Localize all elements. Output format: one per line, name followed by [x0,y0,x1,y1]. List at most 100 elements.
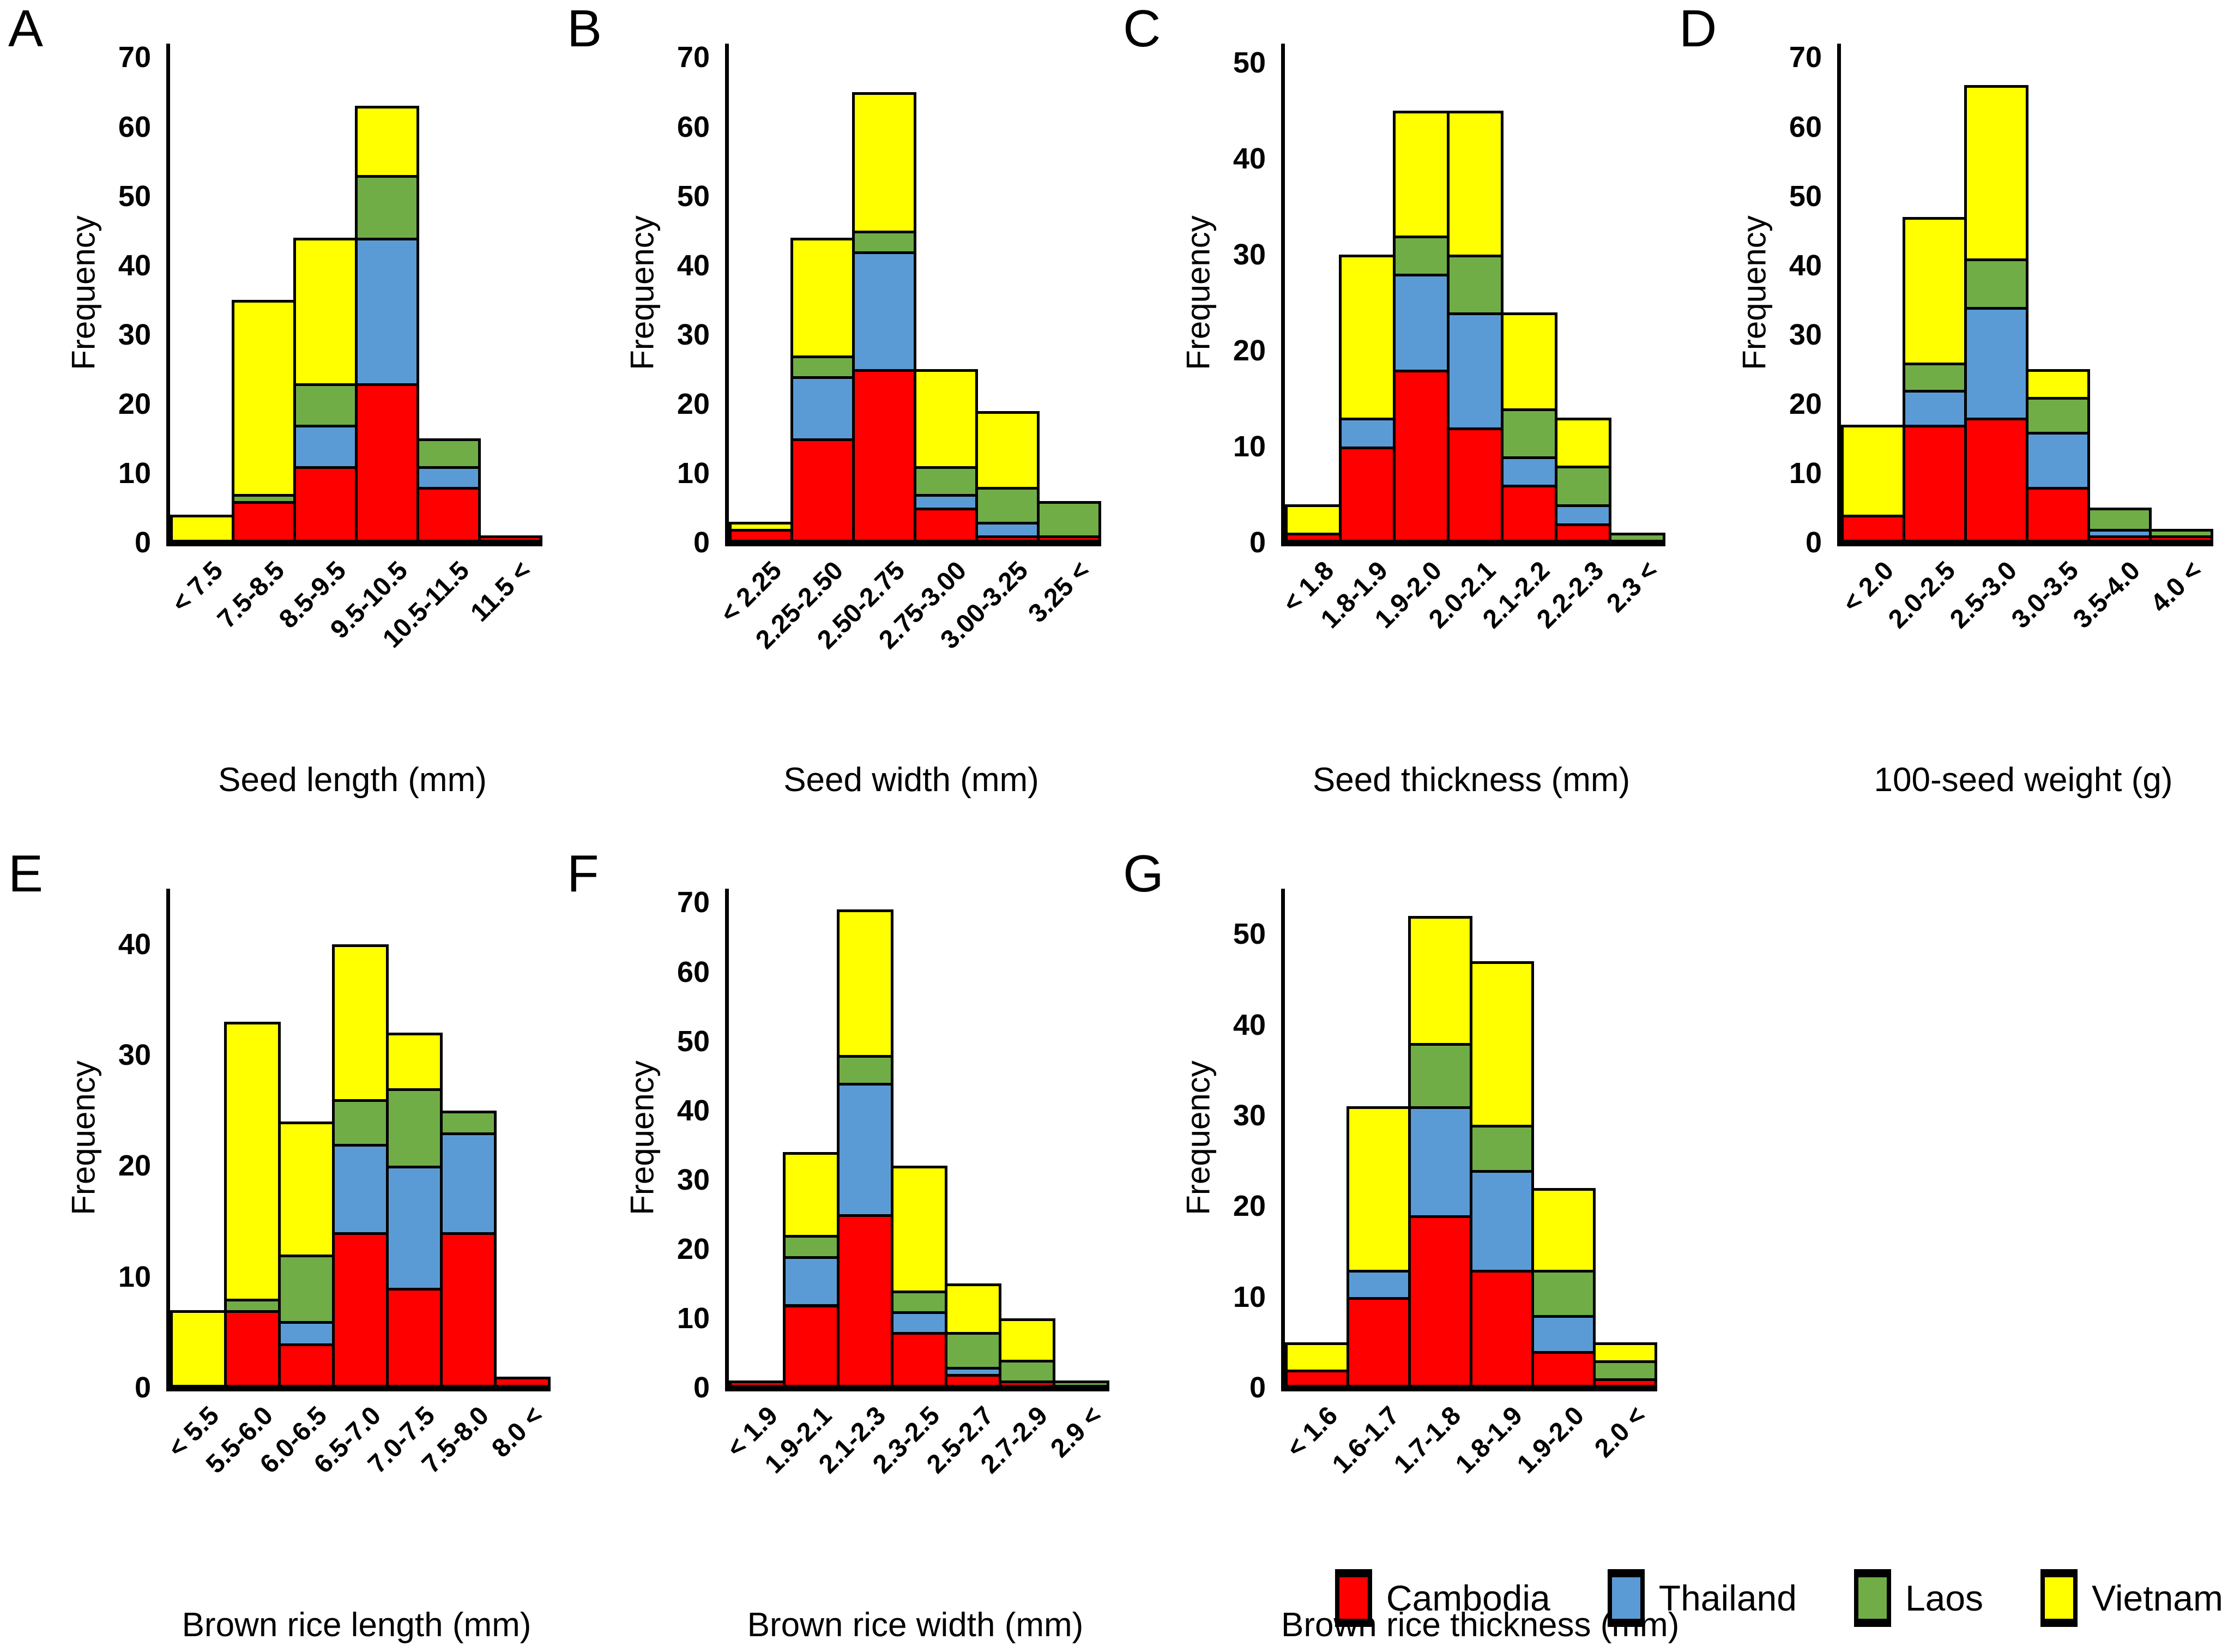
y-tick-label: 10 [1789,456,1822,490]
panel-d: D Frequency 0 10 20 30 40 50 60 70 < 2.0 2.0-2.5 2… [1679,0,2232,807]
bar-segment-cambodia [278,1343,335,1388]
bar-segment-cambodia [1501,485,1557,542]
bar-segment-thailand [2026,431,2090,490]
y-tick-label: 10 [1233,430,1266,463]
legend-item-cambodia: Cambodia [1335,1569,1550,1627]
bar-segment-thailand [278,1321,335,1346]
bar-segment-vietnam [975,411,1040,490]
plot-area: 0 10 20 30 40 50 60 70 < 1.9 1.9-2.1 2.1-2.3 2.3-2.… [677,886,1109,1479]
bar-segment-vietnam [1841,424,1905,518]
plot-area: 0 10 20 30 40 50 < 1.8 1.8-1.9 1.9-2.0 2.0-2.1 2.1… [1233,44,1665,634]
bar-segment-laos [1053,1380,1109,1388]
x-axis-title: Seed thickness (mm) [1312,761,1631,799]
panel-letter: G [1123,845,1164,903]
bar-segment-cambodia [293,466,358,542]
bar-segment-cambodia [224,1310,281,1388]
bar-segment-vietnam [1555,418,1611,469]
legend-label: Laos [1905,1578,1984,1618]
bar-segment-vietnam [945,1283,1001,1335]
bar-segment-thailand [852,251,916,372]
bar-segment-cambodia [332,1232,389,1388]
y-tick-label: 20 [1233,1190,1266,1223]
bar-segment-vietnam [386,1033,443,1091]
bar-segment-vietnam [729,521,793,532]
y-tick-label: 50 [677,179,710,213]
x-tick-label: 8.0 < [486,1401,549,1463]
bar-segment-laos [293,383,358,427]
y-tick-label: 40 [1233,142,1266,176]
bar-segment-cambodia [1470,1269,1534,1388]
bar-segment-laos [416,438,481,469]
y-tick-label: 30 [1789,318,1822,351]
y-tick-label: 10 [677,1301,710,1335]
y-tick-label: 50 [1233,918,1266,951]
bar-segment-laos [1964,258,2028,310]
bar-segment-laos [975,487,1040,524]
bar-segment-vietnam [278,1122,335,1257]
x-tick-label: 1.9-2.0 [1512,1401,1590,1479]
legend-label: Vietnam [2092,1578,2223,1618]
bar-segment-cambodia [1408,1215,1472,1388]
panel-letter: C [1123,0,1161,58]
panel-g: G Frequency 0 10 20 30 40 50 < 1.6 1.6-1.7 1.7-1… [1123,845,1679,1652]
legend-label: Cambodia [1386,1578,1550,1618]
x-axis-title: Seed width (mm) [783,761,1039,799]
bar-segment-vietnam [790,237,855,358]
bar-segment-vietnam [891,1166,947,1294]
y-tick-label: 60 [677,955,710,988]
bar-segment-laos [2087,508,2152,532]
bar-segment-cambodia [1339,447,1396,542]
y-tick-label: 10 [677,456,710,490]
x-tick-label: 2.5-3.0 [1945,556,2023,634]
panel-f: F Frequency 0 10 20 30 40 50 60 70 < 1.9 1.9-2.1 2… [567,845,1120,1652]
bar-segment-cambodia [1555,523,1611,542]
bar-segment-thailand [1393,274,1450,373]
y-tick-label: 50 [1789,179,1822,213]
bar-segment-vietnam [1393,111,1450,238]
bar-segment-vietnam [852,92,916,234]
bar-segment-laos [837,1055,893,1086]
bar-segment-cambodia [729,1380,786,1388]
bar-segment-vietnam [1501,312,1557,411]
bar-segment-laos [386,1088,443,1169]
bar-segment-laos [1903,362,1967,393]
x-tick-label: 3.5-4.0 [2068,556,2146,634]
bar-segment-cambodia [1393,370,1450,542]
bar-segment-vietnam [1447,111,1504,258]
y-tick-label: 60 [118,110,151,143]
y-tick-label: 50 [118,179,151,213]
x-tick-label: 1.8-1.9 [1450,1401,1529,1479]
bar-segment-cambodia [837,1214,893,1388]
plot-area: 0 10 20 30 40 50 60 70 < 2.25 2.25-2.50 2.50-2.75 2… [677,41,1101,655]
legend-item-thailand: Thailand [1607,1569,1797,1627]
bar-segment-laos [1609,533,1665,542]
bar-segment-vietnam [2026,369,2090,400]
y-tick-label: 20 [118,387,151,420]
bar-segment-thailand [1339,418,1396,450]
bar-segment-laos [1408,1042,1472,1110]
bar-segment-laos [852,231,916,255]
bar-segment-laos [790,355,855,379]
y-tick-label: 10 [1233,1280,1266,1313]
legend-label: Thailand [1658,1578,1797,1618]
bar-segment-vietnam [1964,85,2028,261]
bar-segment-laos [1037,501,1101,539]
legend: Cambodia Thailand Laos Vietnam [1335,1569,2223,1627]
y-tick-label: 0 [693,1371,710,1404]
y-tick-label: 0 [134,526,151,559]
plot-area: 0 10 20 30 40 < 5.5 5.5-6.0 6.0-6.5 6.5-7.0 7.0-7… [118,889,551,1479]
bar-segment-thailand [332,1143,389,1235]
bar-segment-laos [2026,397,2090,435]
bar-segment-cambodia [494,1376,551,1388]
bar-segment-cambodia [891,1332,947,1388]
y-tick-label: 70 [1789,41,1822,74]
y-tick-label: 60 [1789,110,1822,143]
bar-segment-vietnam [837,909,893,1058]
y-axis-title: Frequency [65,1060,102,1215]
x-axis-title: Brown rice width (mm) [747,1606,1084,1644]
bar-segment-laos [1501,408,1557,459]
y-tick-label: 20 [1233,334,1266,367]
bar-segment-cambodia [2026,487,2090,542]
bar-segment-cambodia [440,1232,497,1388]
x-tick-label: 2.9 < [1045,1401,1108,1463]
